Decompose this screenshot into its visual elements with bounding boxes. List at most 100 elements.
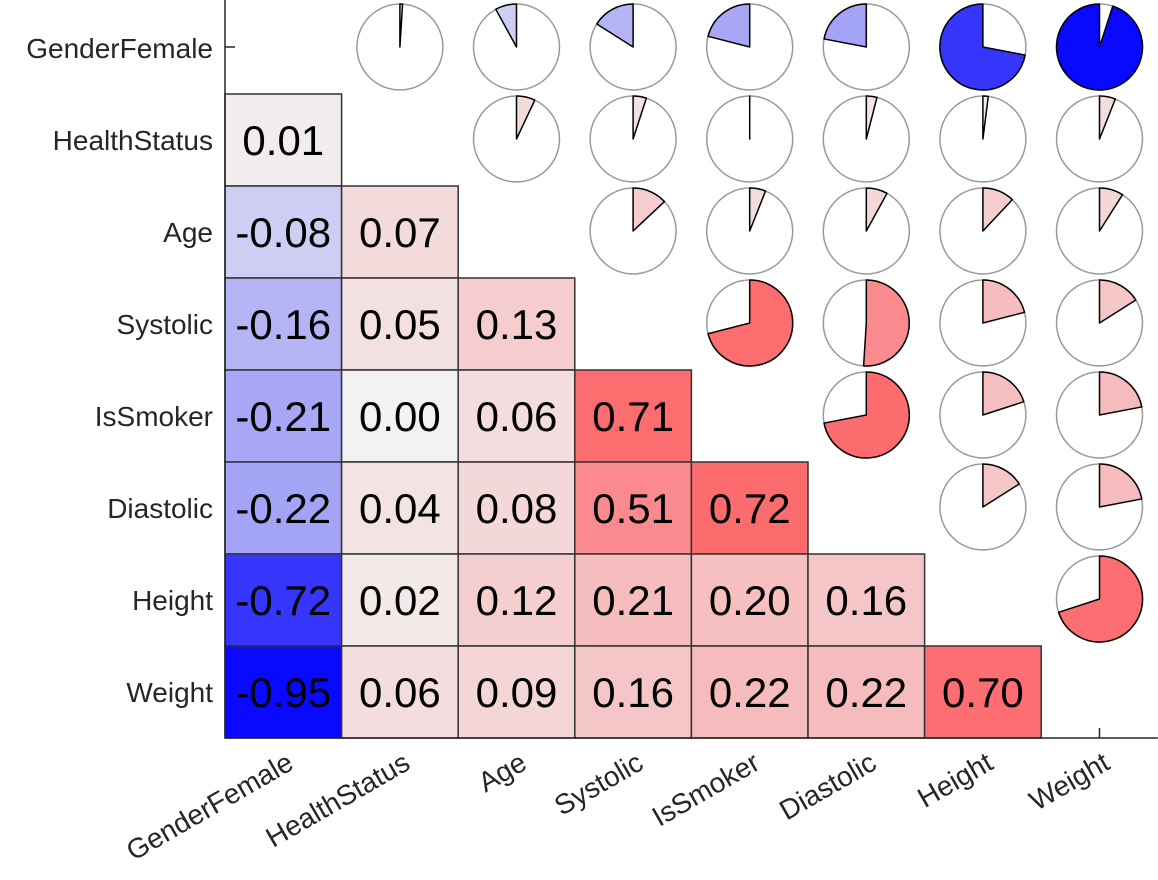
cell-value-label: -0.16 — [235, 301, 331, 348]
pie-glyph — [705, 3, 794, 91]
cell-value-label: 0.20 — [709, 577, 791, 624]
heatmap-cell: -0.72 — [224, 553, 343, 647]
cell-value-label: 0.02 — [359, 577, 441, 624]
pie-wedge — [748, 187, 767, 232]
pie-glyph — [705, 187, 794, 275]
y-tick-label: HealthStatus — [53, 125, 213, 156]
cell-value-label: -0.22 — [235, 485, 331, 532]
heatmap-cell: 0.07 — [340, 185, 459, 279]
heatmap-cell: 0.00 — [340, 369, 459, 463]
pie-wedge — [596, 3, 634, 48]
cell-value-label: 0.22 — [709, 669, 791, 716]
cell-rect — [340, 369, 459, 463]
y-tick-label: Weight — [126, 677, 213, 708]
pie-glyph — [1055, 279, 1144, 367]
cell-rect — [807, 553, 926, 647]
cell-rect — [457, 369, 576, 463]
pie-glyph — [822, 371, 911, 459]
cell-value-label: 0.07 — [359, 209, 441, 256]
pie-wedge — [982, 95, 990, 140]
pie-glyph — [939, 463, 1027, 551]
pie-wedge — [1098, 371, 1143, 416]
pie-glyph — [1055, 187, 1144, 275]
pie-glyph — [939, 95, 1027, 183]
y-tick-labels: GenderFemale HealthStatus Age Systolic IsSmo… — [26, 33, 213, 708]
pie-wedge — [1098, 95, 1117, 140]
heatmap-cell: 0.20 — [690, 553, 809, 647]
cell-value-label: 0.13 — [476, 301, 558, 348]
heatmap-cell: -0.21 — [224, 369, 343, 463]
pie-glyphs — [356, 3, 1144, 643]
heatmap-cell: 0.12 — [457, 553, 576, 647]
cell-value-label: 0.09 — [476, 669, 558, 716]
pie-glyph — [705, 279, 794, 367]
cell-rect — [690, 461, 809, 555]
heatmap-cells: 0.01 -0.08 0.07 -0.16 0.05 0.13 -0.21 0.00 0.06 0… — [224, 93, 1042, 739]
heatmap-cell: -0.16 — [224, 277, 343, 371]
pie-wedge — [632, 187, 666, 232]
cell-value-label: 0.21 — [592, 577, 674, 624]
cell-value-label: 0.01 — [242, 117, 324, 164]
pie-wedge — [865, 187, 888, 232]
pie-glyph — [705, 95, 794, 183]
heatmap-cell: 0.04 — [340, 461, 459, 555]
pie-wedge — [823, 3, 868, 48]
pie-glyph — [939, 187, 1027, 275]
pie-wedge — [495, 3, 518, 48]
pie-wedge — [1055, 3, 1144, 91]
cell-value-label: -0.08 — [235, 209, 331, 256]
cell-rect — [923, 645, 1042, 739]
pie-wedge — [1098, 279, 1137, 324]
pie-wedge — [1098, 187, 1124, 232]
pie-wedge — [982, 279, 1026, 324]
heatmap-cell: -0.08 — [224, 185, 343, 279]
y-tick-label: Diastolic — [107, 493, 213, 524]
pie-wedge — [982, 371, 1025, 416]
y-tick-label: Systolic — [117, 309, 213, 340]
cell-value-label: 0.72 — [709, 485, 791, 532]
heatmap-cell: -0.95 — [224, 645, 343, 739]
cell-value-label: -0.72 — [235, 577, 331, 624]
cell-value-label: -0.21 — [235, 393, 331, 440]
heatmap-cell: 0.06 — [340, 645, 459, 739]
pie-wedge — [1098, 463, 1143, 508]
x-tick-label: Age — [473, 746, 532, 798]
cell-rect — [457, 553, 576, 647]
heatmap-cell: 0.16 — [574, 645, 693, 739]
pie-glyph — [589, 3, 677, 91]
y-tick-label: Age — [163, 217, 213, 248]
cell-value-label: 0.08 — [476, 485, 558, 532]
pie-glyph — [1055, 555, 1144, 643]
pie-wedge — [1057, 555, 1144, 643]
heatmap-cell: 0.13 — [457, 277, 576, 371]
heatmap-cell: 0.02 — [340, 553, 459, 647]
x-tick-label: Weight — [1024, 746, 1115, 816]
pie-glyph — [356, 3, 444, 91]
cell-value-label: 0.06 — [359, 669, 441, 716]
cell-value-label: 0.16 — [592, 669, 674, 716]
x-tick-label: GenderFemale — [121, 746, 298, 866]
cell-rect — [340, 645, 459, 739]
pie-glyph — [939, 3, 1027, 91]
heatmap-cell: 0.22 — [690, 645, 809, 739]
cell-value-label: 0.04 — [359, 485, 441, 532]
cell-rect — [224, 185, 343, 279]
cell-value-label: 0.22 — [825, 669, 907, 716]
heatmap-cell: 0.09 — [457, 645, 576, 739]
cell-value-label: 0.05 — [359, 301, 441, 348]
pie-glyph — [472, 95, 561, 183]
cell-value-label: 0.70 — [942, 669, 1024, 716]
pie-glyph — [1055, 95, 1144, 183]
pie-wedge — [399, 3, 404, 48]
pie-glyph — [589, 187, 677, 275]
heatmap-cell: 0.06 — [457, 369, 576, 463]
x-tick-label: Systolic — [549, 746, 648, 821]
cell-value-label: 0.12 — [476, 577, 558, 624]
axes — [224, 0, 1158, 739]
cell-value-label: 0.16 — [825, 577, 907, 624]
pie-wedge — [939, 3, 1026, 91]
pie-glyph — [822, 187, 911, 275]
x-tick-label: IsSmoker — [647, 746, 765, 832]
cell-value-label: 0.00 — [359, 393, 441, 440]
